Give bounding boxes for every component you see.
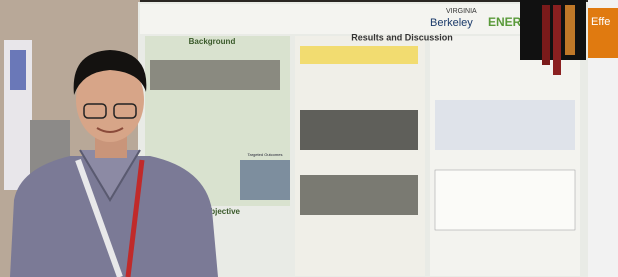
ribbon xyxy=(542,5,550,65)
logo: Berkeley xyxy=(430,17,473,29)
poster-middle-column xyxy=(295,36,425,276)
side-poster-title: Effe xyxy=(591,16,610,28)
photo-strip xyxy=(150,60,280,90)
logo: VIRGINIA xyxy=(446,8,477,15)
heading: Background xyxy=(189,37,236,46)
phase-diagram xyxy=(435,170,575,230)
ribbon xyxy=(565,5,575,55)
results-table xyxy=(435,100,575,150)
ribbon xyxy=(553,5,561,75)
highlight-box xyxy=(300,46,418,64)
box-title: Targeted Outcomes xyxy=(248,152,283,157)
heading: Results and Discussion xyxy=(351,32,453,42)
objective-box xyxy=(240,160,290,200)
page: {"poster": { "headings": ["Background", … xyxy=(0,0,618,277)
left-banner-art xyxy=(10,50,26,90)
micrograph-row xyxy=(300,110,418,150)
micrograph-row xyxy=(300,175,418,215)
photo: Background Results and Discussion Object… xyxy=(0,0,618,277)
